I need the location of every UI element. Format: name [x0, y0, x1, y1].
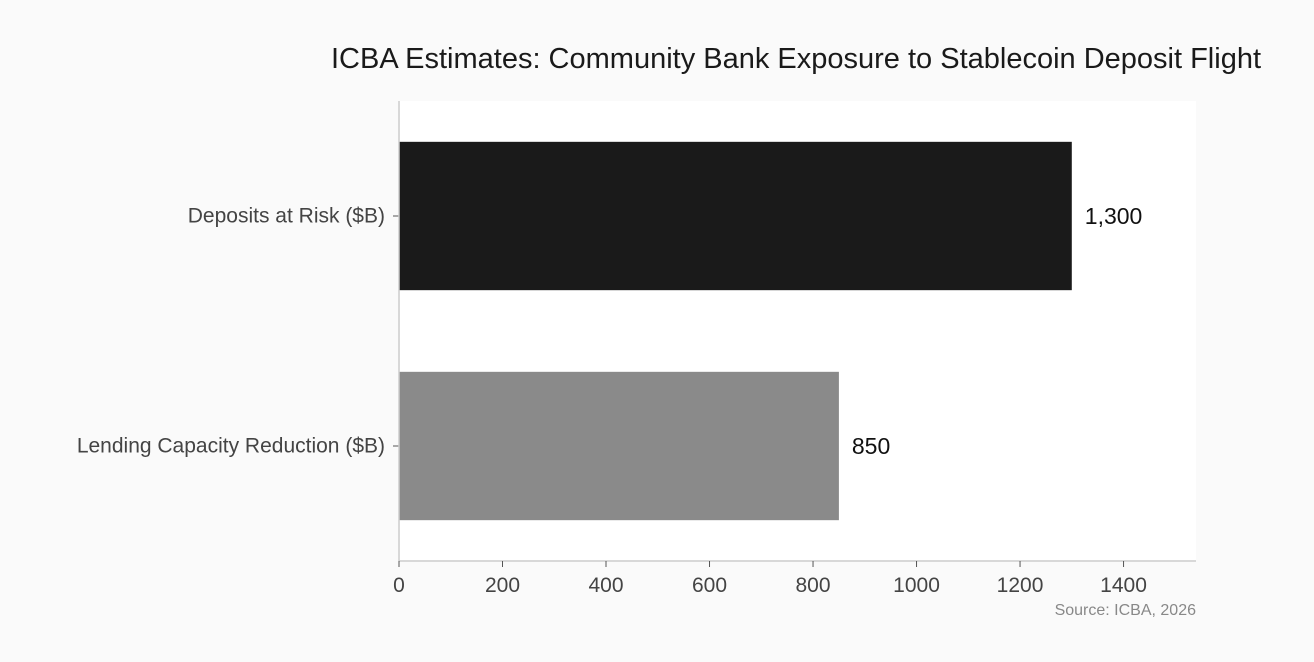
- x-tick-label-200: 200: [485, 574, 520, 597]
- bar-1: [399, 141, 1072, 291]
- x-tick-label-0: 0: [393, 574, 405, 597]
- x-axis-ticks: 0 200 400 600 800 1000 1200 1400: [393, 561, 1147, 597]
- x-tick-label-1200: 1200: [997, 574, 1044, 597]
- bar-2: [399, 371, 839, 521]
- category-labels: Deposits at Risk ($B) Lending Capacity Re…: [77, 205, 399, 458]
- source-note: Source: ICBA, 2026: [1055, 602, 1197, 619]
- category-label-2: Lending Capacity Reduction ($B): [77, 435, 385, 458]
- value-label-2: 850: [852, 433, 890, 459]
- bars: [399, 141, 1072, 521]
- category-label-1: Deposits at Risk ($B): [188, 205, 385, 228]
- x-tick-label-800: 800: [796, 574, 831, 597]
- x-tick-label-600: 600: [692, 574, 727, 597]
- x-tick-label-1000: 1000: [893, 574, 940, 597]
- chart-title: ICBA Estimates: Community Bank Exposure …: [331, 43, 1261, 75]
- x-tick-label-1400: 1400: [1100, 574, 1147, 597]
- x-tick-label-400: 400: [588, 574, 623, 597]
- value-label-1: 1,300: [1085, 203, 1143, 229]
- value-labels: 1,300 850: [852, 203, 1142, 459]
